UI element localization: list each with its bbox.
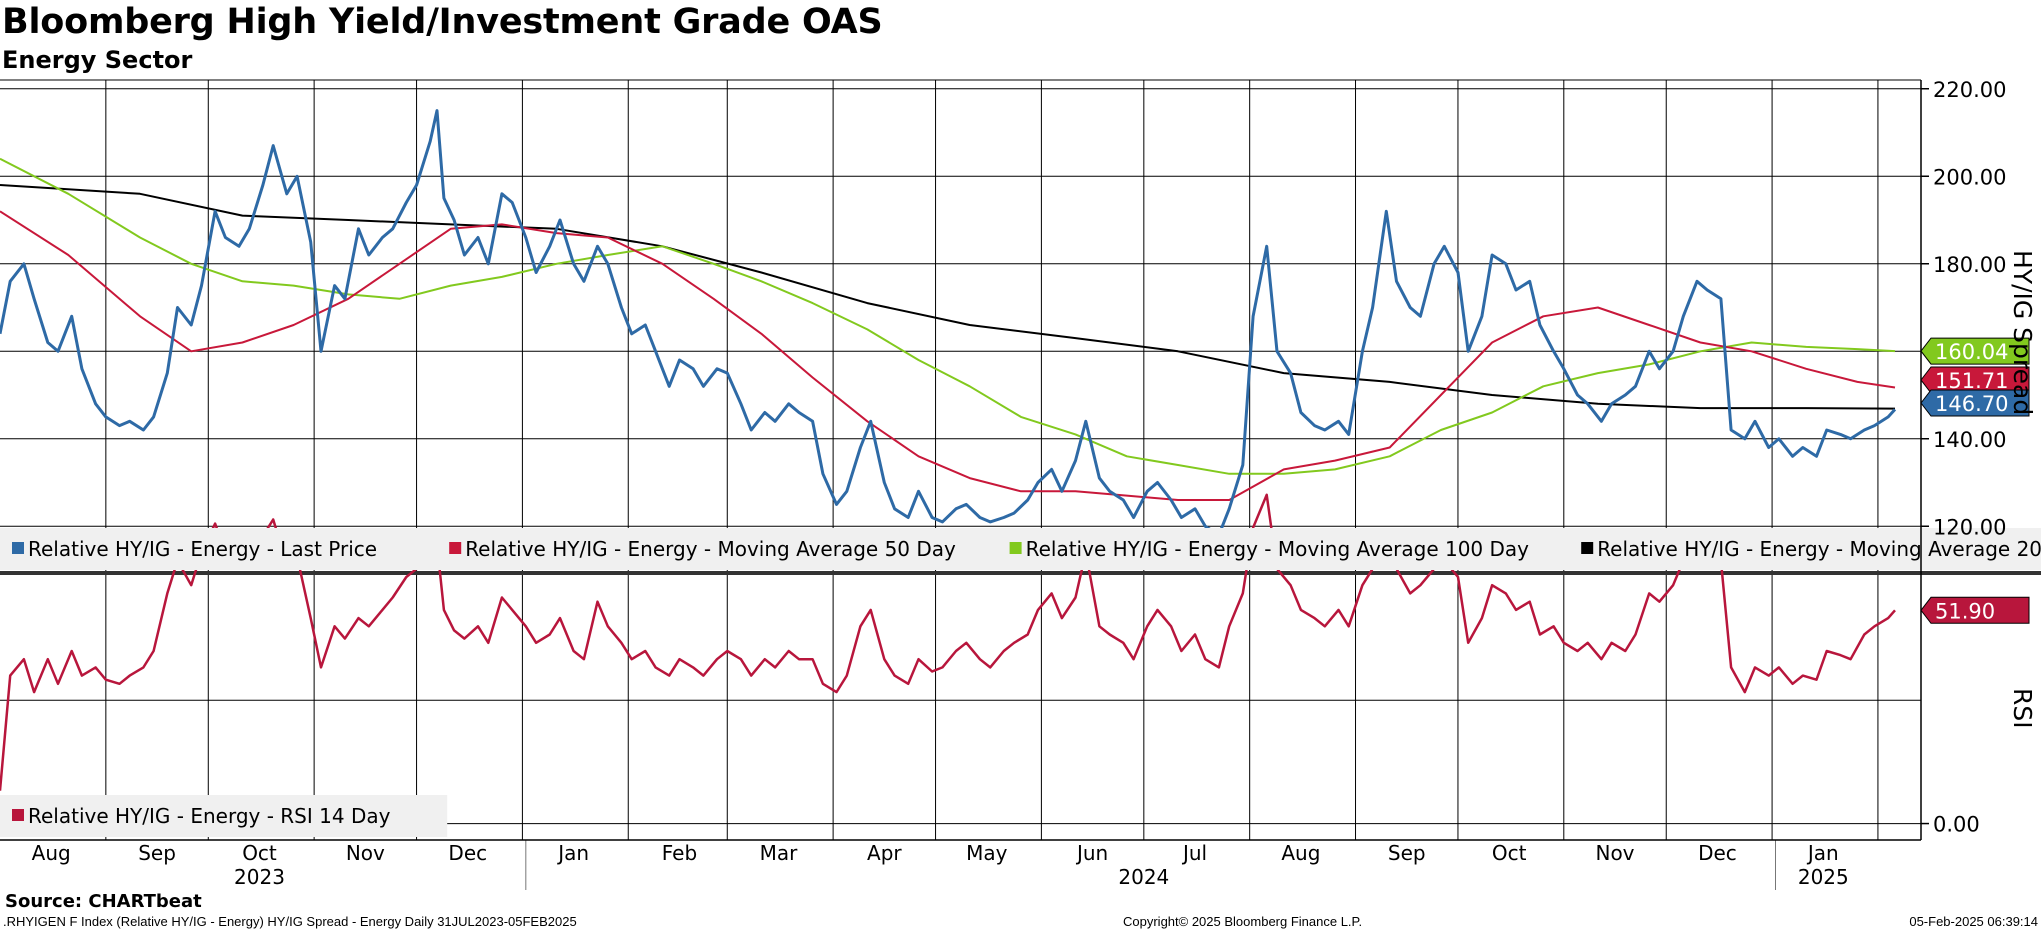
ytick-label-0: 120.00 bbox=[1933, 515, 2006, 539]
xtick-label-3: Nov bbox=[346, 841, 385, 865]
rsi-tag bbox=[1920, 596, 2030, 624]
series-line-last-price bbox=[0, 109, 1897, 537]
series-line-ma50 bbox=[0, 210, 1896, 501]
ytick-label-3: 180.00 bbox=[1933, 253, 2006, 277]
ma50-tag bbox=[1920, 366, 2030, 394]
legend-price-swatch-1 bbox=[449, 542, 462, 554]
legend-rsi-swatch-0 bbox=[12, 809, 24, 821]
series-line-ma200 bbox=[0, 184, 1896, 410]
rsi-tag-label: 51.90 bbox=[1935, 599, 1995, 623]
legend-price-label-3: Relative HY/IG - Energy - Moving Average… bbox=[1597, 537, 2041, 561]
year-label-0: 2023 bbox=[234, 865, 285, 889]
legend-price-label-2: Relative HY/IG - Energy - Moving Average… bbox=[1026, 537, 1530, 561]
footer-description: .RHYIGEN F Index (Relative HY/IG - Energ… bbox=[3, 914, 577, 929]
rsi-axis-title: RSI bbox=[2008, 688, 2037, 729]
xtick-label-5: Jan bbox=[556, 841, 589, 865]
xtick-label-16: Dec bbox=[1698, 841, 1737, 865]
series-layer bbox=[0, 109, 1897, 791]
xtick-label-17: Jan bbox=[1806, 841, 1839, 865]
legend-price-swatch-0 bbox=[12, 542, 24, 554]
xtick-label-2: Oct bbox=[242, 841, 277, 865]
xtick-label-6: Feb bbox=[662, 841, 697, 865]
footer-timestamp: 05-Feb-2025 06:39:14 bbox=[1909, 914, 2038, 929]
legend-layer: Relative HY/IG - Energy - Last Price Rela… bbox=[0, 528, 2041, 837]
footer-copyright: Copyright© 2025 Bloomberg Finance L.P. bbox=[1123, 914, 1363, 929]
xtick-label-0: Aug bbox=[32, 841, 71, 865]
page-title: Bloomberg High Yield/Investment Grade OA… bbox=[2, 2, 883, 42]
xtick-label-1: Sep bbox=[138, 841, 176, 865]
legend-rsi-bg bbox=[0, 795, 448, 837]
xtick-label-7: Mar bbox=[760, 841, 799, 865]
ytick-label-5: 220.00 bbox=[1933, 78, 2006, 102]
series-line-ma100 bbox=[0, 157, 1896, 475]
xtick-label-4: Dec bbox=[448, 841, 487, 865]
page-subtitle: Energy Sector bbox=[2, 46, 193, 74]
axis-layer: 120.00140.00160.00180.00200.00220.000.00… bbox=[0, 78, 2037, 889]
xtick-label-11: Jul bbox=[1181, 841, 1207, 865]
xtick-label-15: Nov bbox=[1595, 841, 1634, 865]
legend-price-swatch-2 bbox=[1009, 542, 1022, 554]
year-label-1: 2024 bbox=[1118, 865, 1169, 889]
last-price-tag-label: 146.70 bbox=[1935, 392, 2008, 416]
xtick-label-9: May bbox=[966, 841, 1008, 865]
xtick-label-13: Sep bbox=[1388, 841, 1426, 865]
rsi-ytick-label-0: 0.00 bbox=[1933, 813, 1980, 837]
legend-price-label-0: Relative HY/IG - Energy - Last Price bbox=[28, 537, 377, 561]
legend-price-swatch-3 bbox=[1581, 542, 1594, 554]
ma100-tag bbox=[1920, 337, 2030, 365]
source-note: Source: CHARTbeat bbox=[5, 891, 202, 912]
year-label-2: 2025 bbox=[1798, 865, 1849, 889]
xtick-label-12: Aug bbox=[1281, 841, 1320, 865]
grid-layer bbox=[0, 79, 2041, 890]
last-price-tag bbox=[1920, 389, 2030, 417]
xtick-label-8: Apr bbox=[867, 841, 902, 865]
series-line-rsi bbox=[0, 493, 1896, 791]
legend-rsi-label-0: Relative HY/IG - Energy - RSI 14 Day bbox=[28, 804, 391, 828]
ma50-tag-label: 151.71 bbox=[1935, 369, 2008, 393]
xtick-label-14: Oct bbox=[1492, 841, 1527, 865]
xtick-label-10: Jun bbox=[1075, 841, 1108, 865]
ma100-tag-label: 160.04 bbox=[1935, 340, 2008, 364]
legend-price-label-1: Relative HY/IG - Energy - Moving Average… bbox=[465, 537, 956, 561]
ytick-label-4: 200.00 bbox=[1933, 165, 2006, 189]
yaxis-title: HY/IG Spread bbox=[2008, 250, 2037, 415]
ytick-label-1: 140.00 bbox=[1933, 428, 2006, 452]
